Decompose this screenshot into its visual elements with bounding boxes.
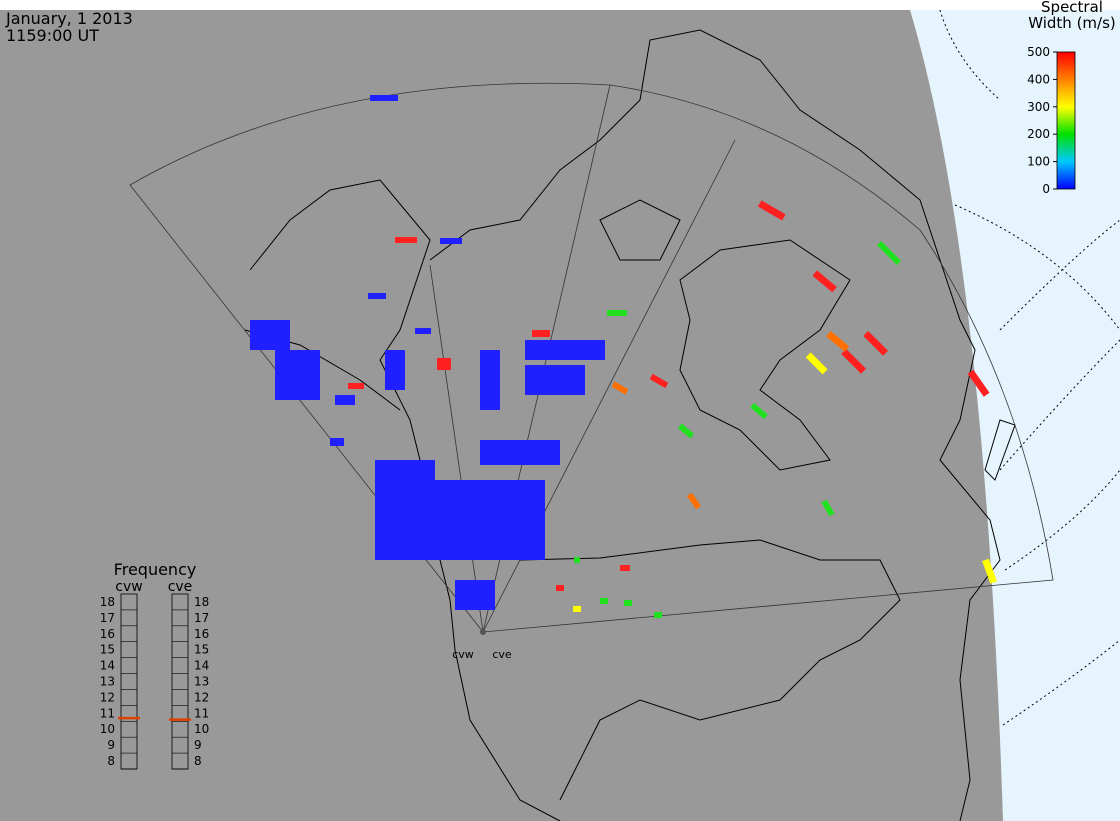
frequency-tick-label: 12 — [194, 690, 209, 704]
frequency-tick-label: 9 — [107, 738, 115, 752]
frequency-tick-label: 16 — [194, 627, 209, 641]
frequency-tick-label: 13 — [100, 675, 115, 689]
frequency-tick-label: 15 — [194, 643, 209, 657]
colorbar-title: Width (m/s) — [1028, 14, 1116, 32]
frequency-tick-label: 11 — [194, 706, 209, 720]
map-background — [0, 10, 1120, 821]
frequency-tick-label: 13 — [194, 675, 209, 689]
frequency-radar-label: cve — [168, 579, 193, 595]
frequency-tick-label: 8 — [194, 754, 202, 768]
frequency-tick-label: 10 — [194, 722, 209, 736]
frequency-tick-label: 18 — [100, 595, 115, 609]
colorbar-tick-label: 500 — [1027, 45, 1050, 59]
frequency-tick-label: 12 — [100, 690, 115, 704]
radar-site — [480, 629, 486, 635]
frequency-tick-label: 17 — [194, 611, 209, 625]
date-label: January, 1 2013 — [5, 9, 133, 28]
time-label: 1159:00 UT — [6, 26, 99, 45]
frequency-tick-label: 14 — [100, 659, 115, 673]
colorbar-tick-label: 100 — [1027, 155, 1050, 169]
colorbar-tick-label: 0 — [1042, 182, 1050, 196]
colorbar-tick-label: 400 — [1027, 72, 1050, 86]
frequency-tick-label: 17 — [100, 611, 115, 625]
colorbar — [1056, 51, 1076, 190]
site-label: cve — [492, 648, 512, 661]
colorbar-tick-label: 200 — [1027, 127, 1050, 141]
frequency-tick-label: 8 — [107, 754, 115, 768]
echoes — [250, 95, 997, 618]
colorbar-tick-label: 300 — [1027, 100, 1050, 114]
frequency-tick-label: 9 — [194, 738, 202, 752]
frequency-tick-label: 16 — [100, 627, 115, 641]
night-boundary — [910, 10, 1120, 821]
frequency-tick-label: 18 — [194, 595, 209, 609]
frequency-tick-label: 11 — [100, 706, 115, 720]
site-label: cvw — [452, 648, 474, 661]
colorbar-title: Spectral — [1041, 0, 1103, 16]
latitude-circles — [939, 9, 1120, 726]
frequency-tick-label: 10 — [100, 722, 115, 736]
frequency-tick-label: 14 — [194, 659, 209, 673]
frequency-tick-label: 15 — [100, 643, 115, 657]
frequency-radar-label: cvw — [115, 579, 142, 595]
frequency-title: Frequency — [114, 560, 197, 579]
